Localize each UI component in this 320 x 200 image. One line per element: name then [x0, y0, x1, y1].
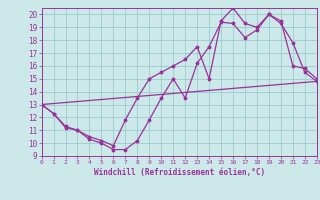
X-axis label: Windchill (Refroidissement éolien,°C): Windchill (Refroidissement éolien,°C)	[94, 168, 265, 177]
